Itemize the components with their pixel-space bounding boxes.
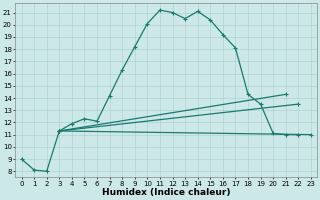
X-axis label: Humidex (Indice chaleur): Humidex (Indice chaleur)	[102, 188, 230, 197]
